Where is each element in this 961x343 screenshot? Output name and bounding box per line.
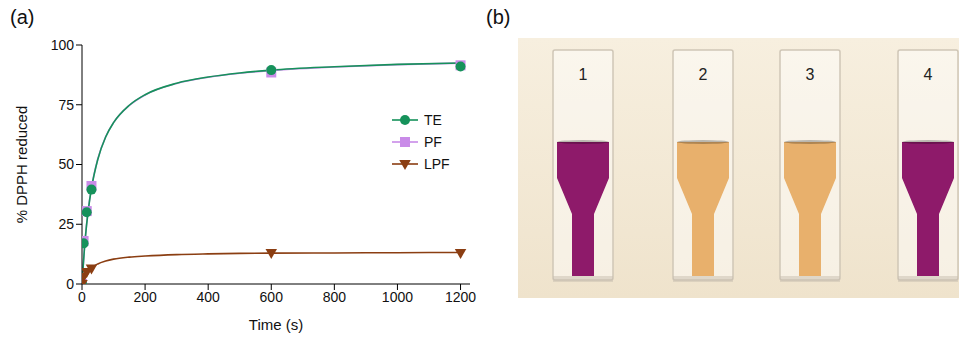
svg-text:800: 800 bbox=[323, 289, 347, 305]
svg-text:200: 200 bbox=[133, 289, 157, 305]
svg-text:75: 75 bbox=[58, 97, 74, 113]
svg-text:100: 100 bbox=[51, 37, 75, 53]
svg-text:25: 25 bbox=[58, 216, 74, 232]
html-text:TE: TE bbox=[424, 112, 442, 128]
svg-text:2: 2 bbox=[699, 66, 708, 83]
html-text:LPF: LPF bbox=[424, 156, 450, 172]
svg-text:0: 0 bbox=[78, 289, 86, 305]
svg-text:3: 3 bbox=[806, 66, 815, 83]
svg-text:600: 600 bbox=[260, 289, 284, 305]
html-text:(b): (b) bbox=[486, 6, 511, 28]
svg-text:4: 4 bbox=[924, 66, 933, 83]
svg-text:% DPPH reduced: % DPPH reduced bbox=[13, 106, 30, 224]
svg-text:1: 1 bbox=[579, 66, 588, 83]
svg-text:1200: 1200 bbox=[445, 289, 476, 305]
html-text:PF: PF bbox=[424, 134, 442, 150]
svg-text:400: 400 bbox=[196, 289, 220, 305]
html-text:(a): (a) bbox=[10, 6, 35, 28]
svg-text:0: 0 bbox=[66, 276, 74, 292]
svg-text:Time (s): Time (s) bbox=[249, 316, 303, 333]
svg-text:1000: 1000 bbox=[382, 289, 413, 305]
svg-text:50: 50 bbox=[58, 156, 74, 172]
